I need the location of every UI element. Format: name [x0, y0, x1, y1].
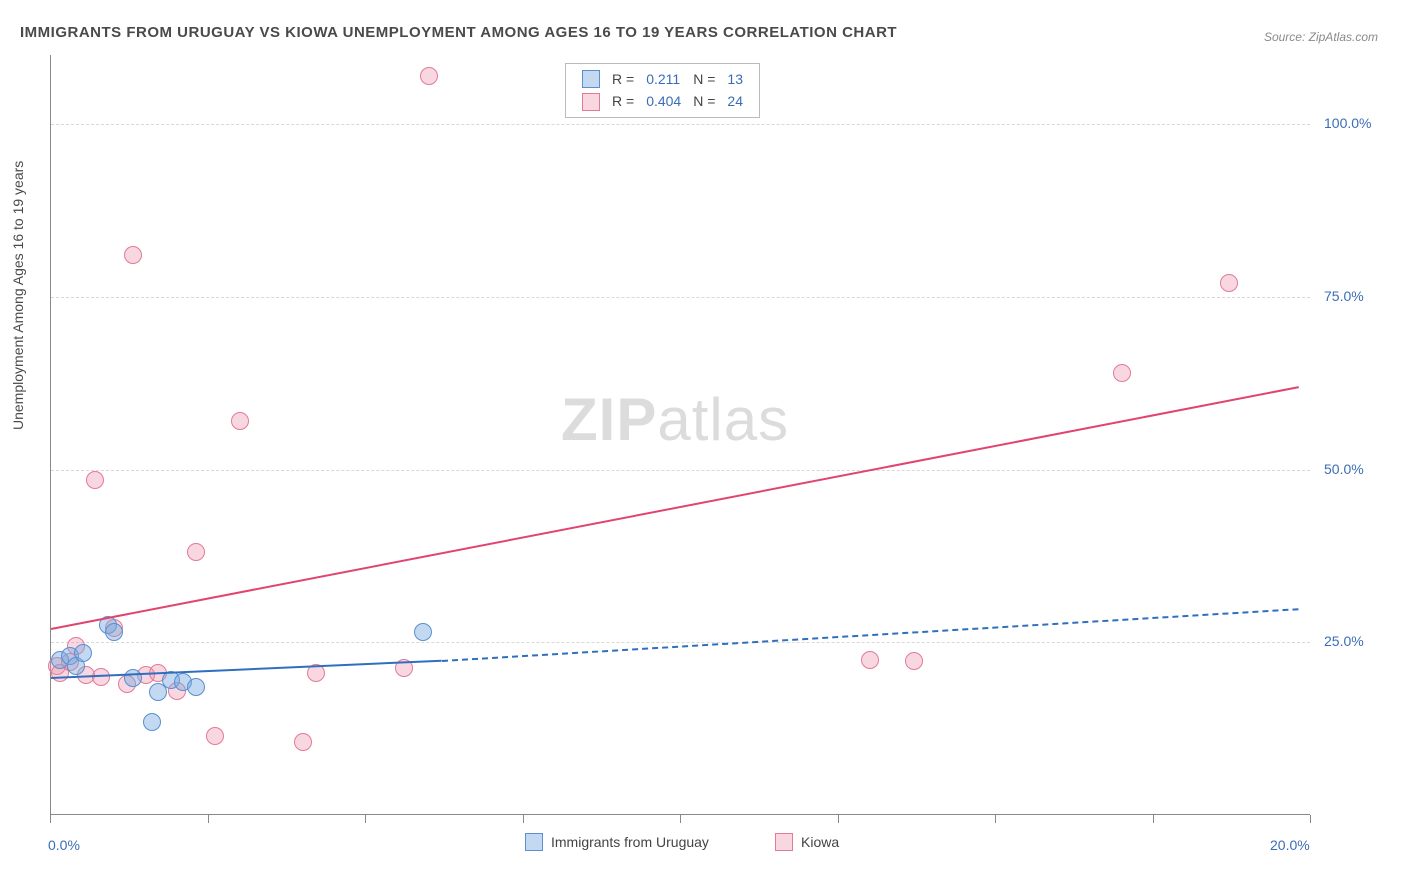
legend-r-value: 0.404: [640, 90, 687, 112]
legend-r-label: R =: [606, 90, 640, 112]
legend-n-label: N =: [687, 68, 721, 90]
kiowa-point: [294, 733, 312, 751]
legend-swatch: [582, 70, 600, 88]
chart-title: IMMIGRANTS FROM URUGUAY VS KIOWA UNEMPLO…: [20, 24, 897, 41]
y-tick-label: 100.0%: [1324, 115, 1371, 131]
gridline: [51, 642, 1310, 643]
uruguay-point: [105, 623, 123, 641]
kiowa-point: [206, 727, 224, 745]
legend-label: Kiowa: [801, 834, 839, 850]
legend-swatch: [525, 833, 543, 851]
legend-r-value: 0.211: [640, 68, 687, 90]
legend-table: R =0.211N =13R =0.404N =24: [576, 68, 749, 113]
x-tick: [208, 815, 209, 823]
uruguay-point: [414, 623, 432, 641]
kiowa-point: [905, 652, 923, 670]
x-tick: [50, 815, 51, 823]
x-tick: [680, 815, 681, 823]
uruguay-point: [143, 713, 161, 731]
y-tick-label: 50.0%: [1324, 461, 1364, 477]
kiowa-point: [861, 651, 879, 669]
x-tick: [523, 815, 524, 823]
plot-area: ZIPatlas: [50, 55, 1310, 815]
uruguay-trendline: [51, 660, 442, 679]
legend-n-value: 13: [721, 68, 749, 90]
x-tick: [995, 815, 996, 823]
x-tick: [1310, 815, 1311, 823]
source-label: Source: ZipAtlas.com: [1264, 30, 1378, 44]
gridline: [51, 124, 1310, 125]
source-prefix: Source:: [1264, 30, 1309, 44]
kiowa-point: [86, 471, 104, 489]
legend-swatch: [775, 833, 793, 851]
kiowa-point: [1113, 364, 1131, 382]
uruguay-point: [74, 644, 92, 662]
y-tick-label: 75.0%: [1324, 288, 1364, 304]
bottom-legend-item: Kiowa: [775, 833, 839, 851]
legend-row: R =0.404N =24: [576, 90, 749, 112]
legend-label: Immigrants from Uruguay: [551, 834, 709, 850]
gridline: [51, 470, 1310, 471]
x-tick: [365, 815, 366, 823]
correlation-legend: R =0.211N =13R =0.404N =24: [565, 63, 760, 118]
y-axis-label: Unemployment Among Ages 16 to 19 years: [10, 161, 26, 430]
x-tick-label: 0.0%: [48, 837, 80, 853]
watermark-bold: ZIP: [561, 385, 657, 454]
legend-row: R =0.211N =13: [576, 68, 749, 90]
x-tick: [1153, 815, 1154, 823]
watermark: ZIPatlas: [561, 385, 789, 454]
x-tick-label: 20.0%: [1270, 837, 1310, 853]
y-tick-label: 25.0%: [1324, 633, 1364, 649]
bottom-legend-item: Immigrants from Uruguay: [525, 833, 709, 851]
uruguay-point: [187, 678, 205, 696]
x-tick: [838, 815, 839, 823]
gridline: [51, 297, 1310, 298]
legend-swatch: [582, 93, 600, 111]
kiowa-point: [231, 412, 249, 430]
watermark-light: atlas: [657, 385, 789, 454]
legend-r-label: R =: [606, 68, 640, 90]
kiowa-point: [124, 246, 142, 264]
kiowa-point: [1220, 274, 1238, 292]
kiowa-point: [420, 67, 438, 85]
legend-n-label: N =: [687, 90, 721, 112]
kiowa-point: [187, 543, 205, 561]
legend-n-value: 24: [721, 90, 749, 112]
source-name: ZipAtlas.com: [1309, 30, 1378, 44]
uruguay-point: [124, 669, 142, 687]
